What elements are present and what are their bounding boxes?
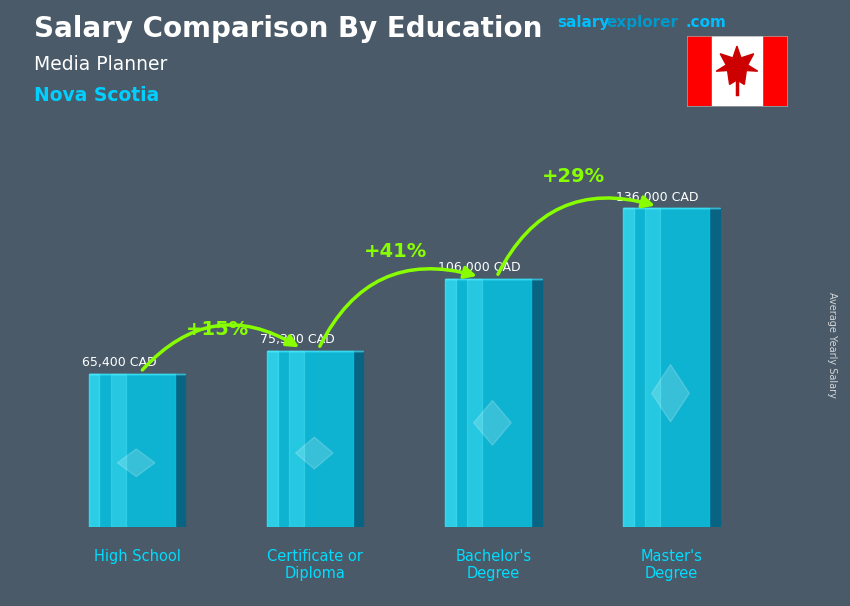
Bar <box>89 374 99 527</box>
Bar <box>467 279 482 527</box>
Polygon shape <box>652 365 689 422</box>
Text: +41%: +41% <box>364 242 428 261</box>
Text: High School: High School <box>94 549 181 564</box>
Text: Master's
Degree: Master's Degree <box>641 549 702 581</box>
Text: salary: salary <box>557 15 609 30</box>
Bar <box>645 208 660 527</box>
Bar <box>267 351 353 527</box>
Text: 75,300 CAD: 75,300 CAD <box>260 333 335 346</box>
Polygon shape <box>296 437 333 469</box>
Polygon shape <box>709 208 720 527</box>
Text: Certificate or
Diploma: Certificate or Diploma <box>268 549 363 581</box>
Text: .com: .com <box>685 15 726 30</box>
Text: 136,000 CAD: 136,000 CAD <box>616 191 699 204</box>
Bar <box>762 36 787 106</box>
Bar <box>445 279 531 527</box>
Polygon shape <box>117 449 155 476</box>
Text: Nova Scotia: Nova Scotia <box>34 86 159 105</box>
Polygon shape <box>175 374 185 527</box>
Bar <box>89 374 175 527</box>
Polygon shape <box>473 401 511 445</box>
Bar <box>267 351 278 527</box>
Bar <box>624 208 709 527</box>
Bar <box>687 36 711 106</box>
Text: Bachelor's
Degree: Bachelor's Degree <box>456 549 531 581</box>
Bar <box>624 208 634 527</box>
Polygon shape <box>353 351 364 527</box>
Bar <box>110 374 126 527</box>
Text: 106,000 CAD: 106,000 CAD <box>439 261 521 274</box>
Text: +29%: +29% <box>542 167 605 186</box>
Bar <box>289 351 304 527</box>
Text: Media Planner: Media Planner <box>34 55 167 73</box>
Text: 65,400 CAD: 65,400 CAD <box>82 356 156 370</box>
Bar <box>711 36 762 106</box>
Polygon shape <box>531 279 541 527</box>
Polygon shape <box>717 46 757 84</box>
Text: explorer: explorer <box>606 15 678 30</box>
Bar <box>445 279 456 527</box>
Text: Salary Comparison By Education: Salary Comparison By Education <box>34 15 542 43</box>
Text: Average Yearly Salary: Average Yearly Salary <box>827 293 837 398</box>
Text: +15%: +15% <box>186 321 249 339</box>
